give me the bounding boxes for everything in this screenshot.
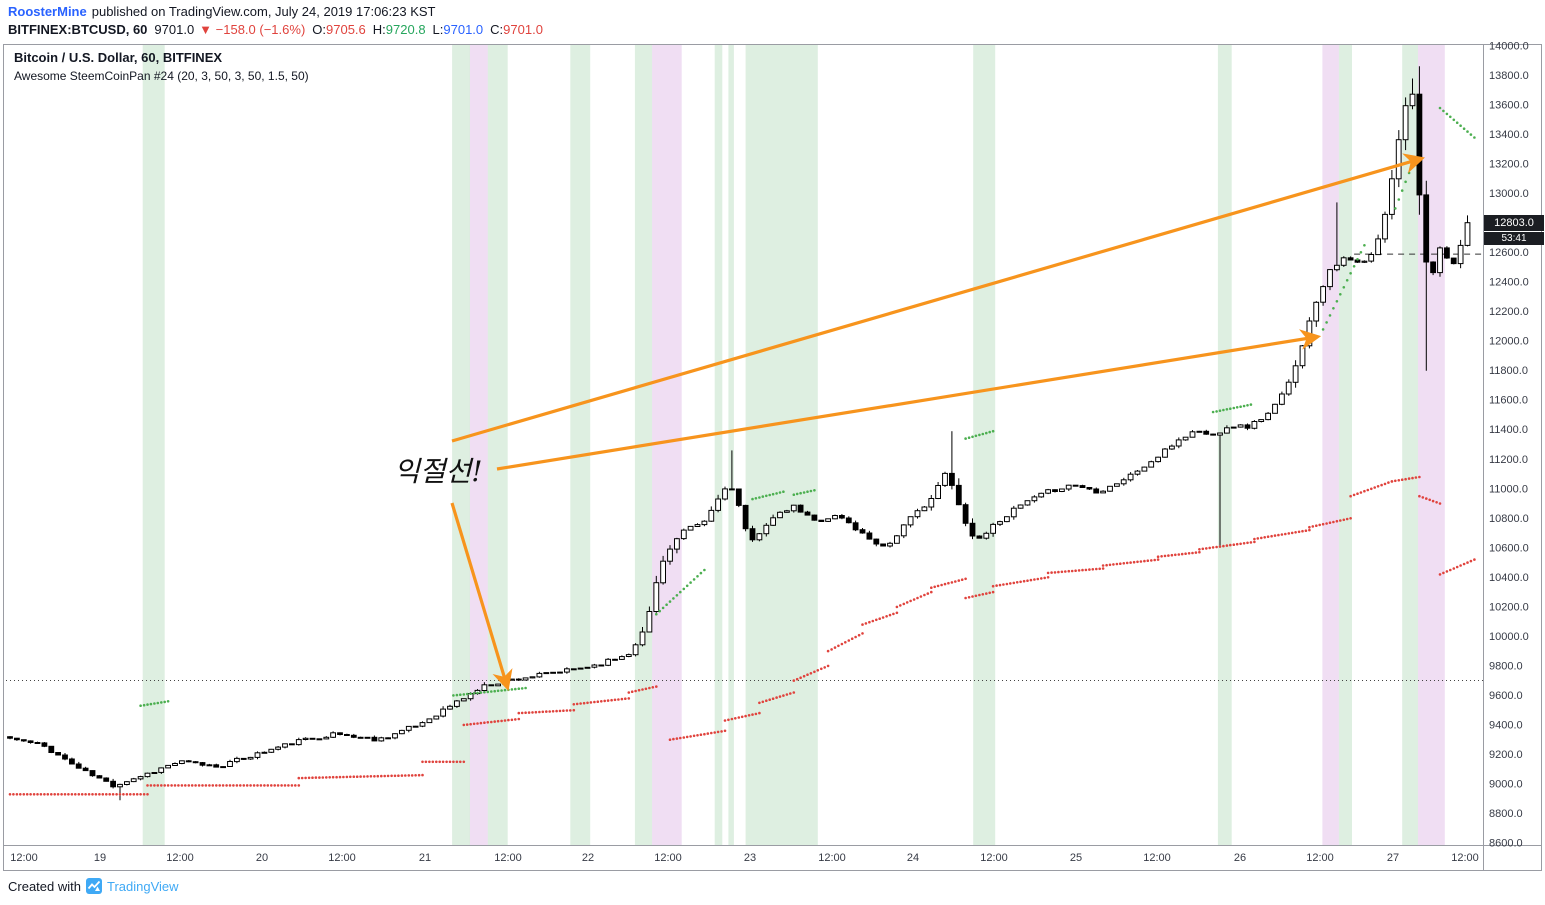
- svg-text:12600.0: 12600.0: [1489, 247, 1529, 259]
- publish-header: RoosterMine published on TradingView.com,…: [8, 4, 436, 19]
- take-profit-annotation: 익절선!: [394, 455, 483, 488]
- ohlc-values: O:9705.6 H:9720.8 L:9701.0 C:9701.0: [312, 22, 543, 37]
- svg-text:19: 19: [94, 852, 106, 864]
- svg-text:12:00: 12:00: [818, 852, 846, 864]
- svg-text:10600.0: 10600.0: [1489, 542, 1529, 554]
- svg-text:14000.0: 14000.0: [1489, 41, 1529, 53]
- svg-text:11000.0: 11000.0: [1489, 483, 1528, 495]
- svg-text:8800.0: 8800.0: [1489, 808, 1523, 820]
- svg-text:13800.0: 13800.0: [1489, 70, 1529, 82]
- svg-text:12:00: 12:00: [654, 852, 682, 864]
- svg-text:11800.0: 11800.0: [1489, 365, 1528, 377]
- svg-text:12:00: 12:00: [494, 852, 522, 864]
- svg-text:12000.0: 12000.0: [1489, 336, 1529, 348]
- tradingview-brand-link[interactable]: TradingView: [106, 878, 179, 894]
- svg-text:8600.0: 8600.0: [1489, 838, 1523, 850]
- svg-text:13000.0: 13000.0: [1489, 188, 1529, 200]
- svg-text:12:00: 12:00: [10, 852, 38, 864]
- svg-text:10200.0: 10200.0: [1489, 601, 1529, 613]
- publish-info: published on TradingView.com, July 24, 2…: [91, 4, 436, 19]
- svg-text:24: 24: [907, 852, 919, 864]
- legend-symbol-title: Bitcoin / U.S. Dollar, 60, BITFINEX: [14, 50, 223, 65]
- svg-text:13400.0: 13400.0: [1489, 129, 1529, 141]
- svg-text:9000.0: 9000.0: [1489, 779, 1523, 791]
- svg-text:9200.0: 9200.0: [1489, 749, 1523, 761]
- svg-text:12400.0: 12400.0: [1489, 277, 1529, 289]
- svg-text:12:00: 12:00: [980, 852, 1008, 864]
- svg-text:12:00: 12:00: [166, 852, 194, 864]
- svg-text:13600.0: 13600.0: [1489, 100, 1529, 112]
- svg-text:11200.0: 11200.0: [1489, 454, 1528, 466]
- svg-text:20: 20: [256, 852, 268, 864]
- svg-text:10800.0: 10800.0: [1489, 513, 1529, 525]
- tradingview-logo-icon[interactable]: [85, 878, 102, 894]
- symbol-header: BITFINEX:BTCUSD, 60 9701.0 ▼ −158.0 (−1.6%…: [8, 22, 543, 37]
- svg-text:12:00: 12:00: [1143, 852, 1171, 864]
- created-with-text: Created with: [8, 878, 81, 894]
- bar-countdown: 53:41: [1484, 232, 1544, 245]
- svg-text:26: 26: [1234, 852, 1246, 864]
- chart-legend[interactable]: Bitcoin / U.S. Dollar, 60, BITFINEX Awes…: [14, 50, 309, 83]
- svg-text:25: 25: [1070, 852, 1082, 864]
- svg-text:12:00: 12:00: [328, 852, 356, 864]
- svg-text:9600.0: 9600.0: [1489, 690, 1523, 702]
- author-link[interactable]: RoosterMine: [8, 4, 87, 19]
- svg-text:21: 21: [419, 852, 431, 864]
- price-change: ▼ −158.0 (−1.6%): [199, 22, 306, 37]
- header-last-price: 9701.0: [154, 22, 195, 37]
- svg-text:12200.0: 12200.0: [1489, 306, 1529, 318]
- svg-text:11400.0: 11400.0: [1489, 424, 1528, 436]
- footer: Created with TradingView: [8, 878, 179, 894]
- svg-text:9400.0: 9400.0: [1489, 719, 1523, 731]
- svg-text:10000.0: 10000.0: [1489, 631, 1529, 643]
- svg-text:9800.0: 9800.0: [1489, 660, 1523, 672]
- svg-text:23: 23: [744, 852, 756, 864]
- svg-text:12:00: 12:00: [1451, 852, 1479, 864]
- svg-text:13200.0: 13200.0: [1489, 159, 1529, 171]
- svg-text:11600.0: 11600.0: [1489, 395, 1528, 407]
- legend-indicator-title: Awesome SteemCoinPan #24 (20, 3, 50, 3, …: [14, 69, 309, 83]
- last-price-tag: 12803.0: [1484, 215, 1544, 231]
- symbol-name: BITFINEX:BTCUSD, 60: [8, 22, 148, 37]
- svg-text:12:00: 12:00: [1306, 852, 1334, 864]
- svg-text:10400.0: 10400.0: [1489, 572, 1529, 584]
- svg-text:22: 22: [582, 852, 594, 864]
- svg-text:27: 27: [1387, 852, 1399, 864]
